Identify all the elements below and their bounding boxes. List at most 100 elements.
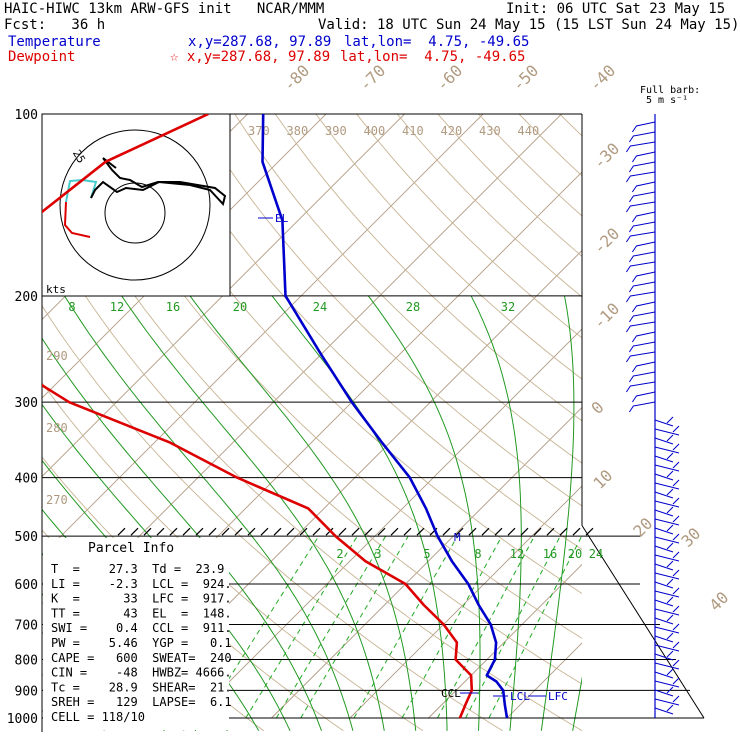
dry-adiabat xyxy=(396,114,582,298)
isotherm-line xyxy=(271,406,582,719)
hatch-tick xyxy=(585,527,594,536)
isotherm-line xyxy=(586,114,740,718)
wind-barb xyxy=(654,704,674,715)
wind-barb xyxy=(625,261,656,273)
wind-barb xyxy=(654,569,680,580)
wind-barb xyxy=(654,434,674,445)
wind-barb xyxy=(628,131,656,143)
parcel-info-row: CIN = -48 HWBZ= 4666. xyxy=(51,666,232,680)
hatch-tick xyxy=(130,527,139,536)
moist-adiabat xyxy=(367,295,481,731)
dry-adiabat xyxy=(42,224,582,732)
dewpoint-profile-line xyxy=(42,114,474,719)
wind-barb xyxy=(625,381,656,393)
theta-label: 390 xyxy=(325,124,347,138)
hatch-tick xyxy=(494,527,503,536)
pressure-label-700: 700 xyxy=(15,618,38,633)
isotherm-label: -80 xyxy=(279,61,313,95)
hatch-tick xyxy=(455,527,464,536)
moist-adiabat xyxy=(189,295,417,731)
hatch-tick xyxy=(156,527,165,536)
wind-barb xyxy=(628,311,656,323)
moist-adiabat xyxy=(42,337,322,731)
isotherm-label: -30 xyxy=(589,139,623,173)
parcel-info-row: TT = 43 EL = 148. xyxy=(51,606,232,620)
mixing-ratio-label-lower: 16 xyxy=(543,547,557,561)
mixing-ratio-label-lower: 8 xyxy=(474,547,481,561)
wind-barb xyxy=(654,524,674,535)
mixing-ratio-line xyxy=(437,535,535,719)
wind-barb xyxy=(654,596,674,607)
mixing-ratio-label-upper: 28 xyxy=(406,300,420,314)
wind-barb xyxy=(654,641,680,652)
mixing-ratio-line xyxy=(353,535,458,719)
pressure-label-100: 100 xyxy=(15,108,38,123)
hodograph-trace-low xyxy=(63,201,91,238)
hatch-tick xyxy=(364,527,373,536)
header-line2-left: Fcst: 36 h xyxy=(4,17,106,33)
isotherm-line xyxy=(506,642,582,719)
parcel-info-title: Parcel Info xyxy=(88,541,174,556)
isotherm-label: -40 xyxy=(585,61,619,95)
wind-barb xyxy=(654,614,674,625)
wind-barb xyxy=(631,151,656,163)
hatch-tick xyxy=(559,527,568,536)
wind-barb xyxy=(628,401,656,413)
wind-barb xyxy=(654,506,674,517)
dewpoint-legend-latlon: lat,lon= 4.75, -49.65 xyxy=(340,49,526,65)
header-line2-right: Valid: 18 UTC Sun 24 May 15 (15 LST Sun … xyxy=(318,17,740,33)
wind-barb xyxy=(631,361,656,373)
parcel-info-row: T = 27.3 Td = 23.9 xyxy=(51,562,224,576)
wind-barb xyxy=(631,331,656,343)
barb-key-line1: Full barb: xyxy=(640,85,701,96)
isotherm-label: -10 xyxy=(589,299,623,333)
wind-barb xyxy=(654,497,680,508)
wind-barb xyxy=(654,479,680,490)
wind-barb xyxy=(654,623,680,634)
hatch-tick xyxy=(338,527,347,536)
isotherm-label: 40 xyxy=(705,588,732,615)
wind-barb xyxy=(654,605,680,616)
wind-barb xyxy=(654,632,674,643)
plot-right-slant-border xyxy=(581,525,705,719)
hatch-tick xyxy=(182,527,191,536)
isotherm-label: -70 xyxy=(355,61,389,95)
isotherm-label: 10 xyxy=(589,466,616,493)
wind-barb xyxy=(654,587,680,598)
dry-adiabat xyxy=(71,114,582,639)
wind-barb xyxy=(628,221,656,233)
wind-barb xyxy=(628,281,656,293)
wind-barb xyxy=(631,121,656,133)
pressure-label-200: 200 xyxy=(15,290,38,305)
wind-barb xyxy=(631,271,656,283)
pressure-label-600: 600 xyxy=(15,578,38,593)
wind-barb xyxy=(654,578,674,589)
dry-adiabat xyxy=(153,114,582,550)
hodograph-ring-outer xyxy=(59,129,211,281)
mixing-ratio-label-upper: 24 xyxy=(313,300,327,314)
theta-label: 420 xyxy=(441,124,463,138)
hatch-tick xyxy=(247,527,256,536)
hatch-tick xyxy=(468,527,477,536)
wind-barb xyxy=(654,650,674,661)
theta-label: 410 xyxy=(402,124,424,138)
dry-adiabat xyxy=(112,114,582,595)
pressure-label-300: 300 xyxy=(15,396,38,411)
marker-label-lfc: LFC xyxy=(548,690,568,703)
wind-barb xyxy=(625,171,656,183)
barb-key-line2: 5 m s⁻¹ xyxy=(646,95,689,106)
isotherm-label: 0 xyxy=(587,398,607,418)
isotherm-label: -20 xyxy=(589,224,623,258)
wind-barb xyxy=(625,141,656,153)
hatch-tick xyxy=(299,527,308,536)
parcel-info-panel xyxy=(43,538,229,730)
theta-label: 380 xyxy=(287,124,309,138)
wind-barb xyxy=(654,488,674,499)
dry-adiabat xyxy=(0,114,25,731)
moist-adiabat xyxy=(271,295,448,731)
wind-barb xyxy=(654,533,680,544)
wind-barb xyxy=(628,371,656,383)
hatch-tick xyxy=(169,527,178,536)
temperature-legend-latlon: lat,lon= 4.75, -49.65 xyxy=(344,34,530,50)
wind-barb xyxy=(654,677,680,688)
